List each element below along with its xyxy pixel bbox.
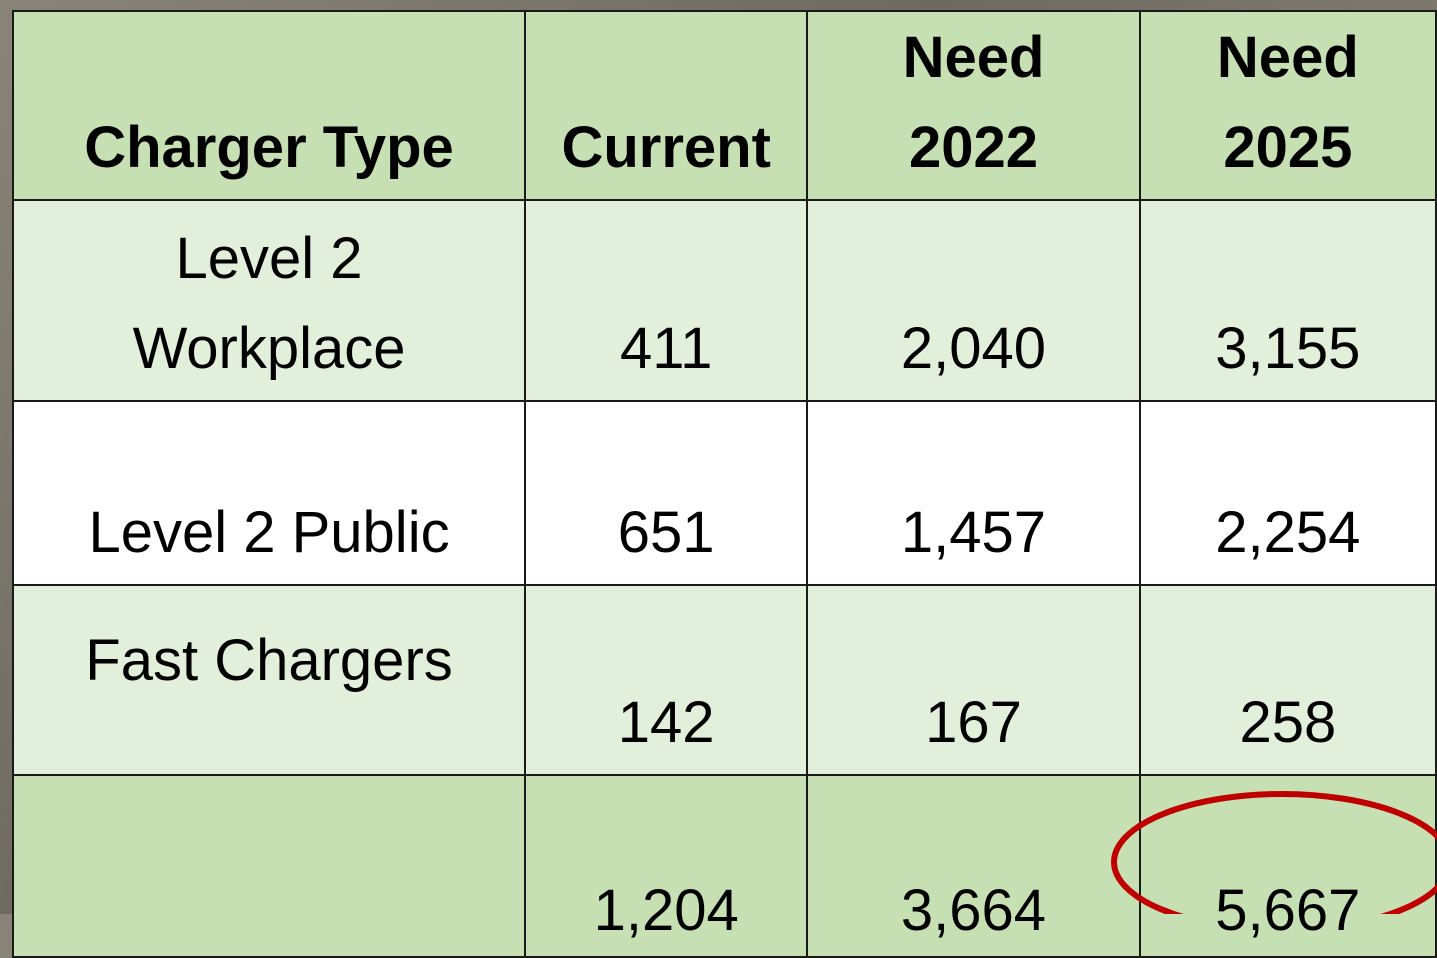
total-row: 1,204 3,664 5,667: [13, 775, 1436, 957]
cell: 167: [807, 585, 1139, 775]
header-cell: Charger Type: [13, 11, 525, 200]
cell: 1,457: [807, 401, 1139, 585]
header-text: Need 2025: [1178, 13, 1398, 193]
total-cell: 1,204: [525, 775, 807, 957]
header-row: Charger Type Current Need 2022 Need 2025: [13, 11, 1436, 200]
cell: 651: [525, 401, 807, 585]
header-cell: Current: [525, 11, 807, 200]
cell: 3,155: [1140, 200, 1436, 401]
cell: 411: [525, 200, 807, 401]
header-cell: Need 2022: [807, 11, 1139, 200]
row: Fast Chargers 142 167 258: [13, 585, 1436, 775]
cell-text: Level 2 Workplace: [69, 214, 469, 394]
header-text: Need 2022: [864, 13, 1084, 193]
cell: 2,040: [807, 200, 1139, 401]
page: Charger Type Current Need 2022 Need 2025…: [0, 0, 1437, 914]
row: Level 2 Workplace 411 2,040 3,155: [13, 200, 1436, 401]
cell: Fast Chargers: [13, 585, 525, 775]
header-cell: Need 2025: [1140, 11, 1436, 200]
cell: 142: [525, 585, 807, 775]
cell: 258: [1140, 585, 1436, 775]
cell: Level 2 Public: [13, 401, 525, 585]
empty-cell: [13, 775, 525, 957]
cell: 2,254: [1140, 401, 1436, 585]
cell: Level 2 Workplace: [13, 200, 525, 401]
row: Level 2 Public 651 1,457 2,254: [13, 401, 1436, 585]
total-cell: 5,667: [1140, 775, 1436, 957]
charger-table: Charger Type Current Need 2022 Need 2025…: [12, 10, 1437, 958]
total-cell: 3,664: [807, 775, 1139, 957]
